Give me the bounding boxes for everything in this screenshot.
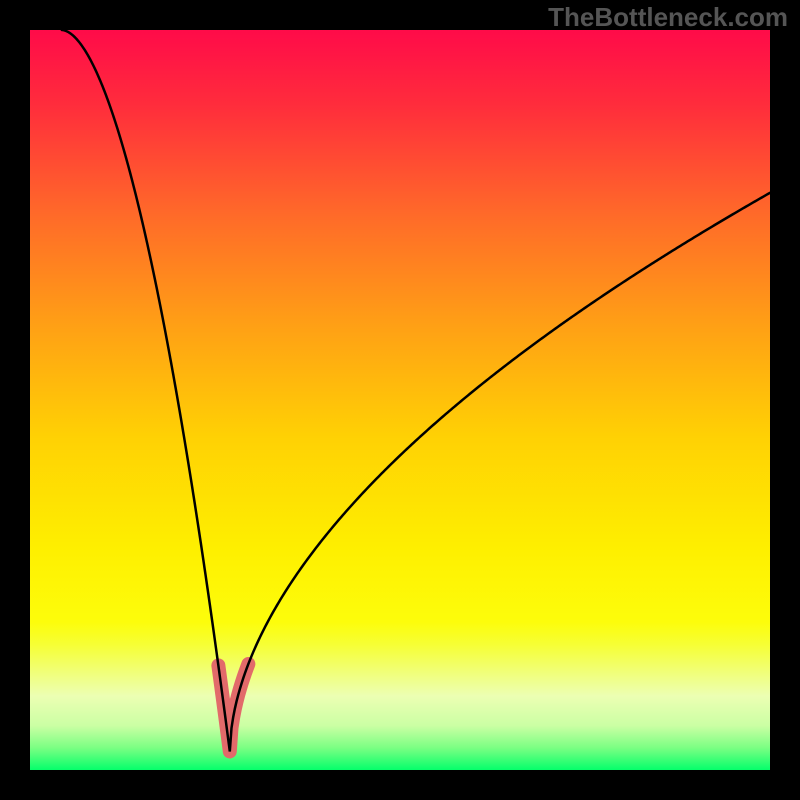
bottleneck-plot (30, 30, 770, 770)
watermark-text: TheBottleneck.com (548, 2, 788, 33)
plot-background (30, 30, 770, 770)
chart-container: TheBottleneck.com (0, 0, 800, 800)
